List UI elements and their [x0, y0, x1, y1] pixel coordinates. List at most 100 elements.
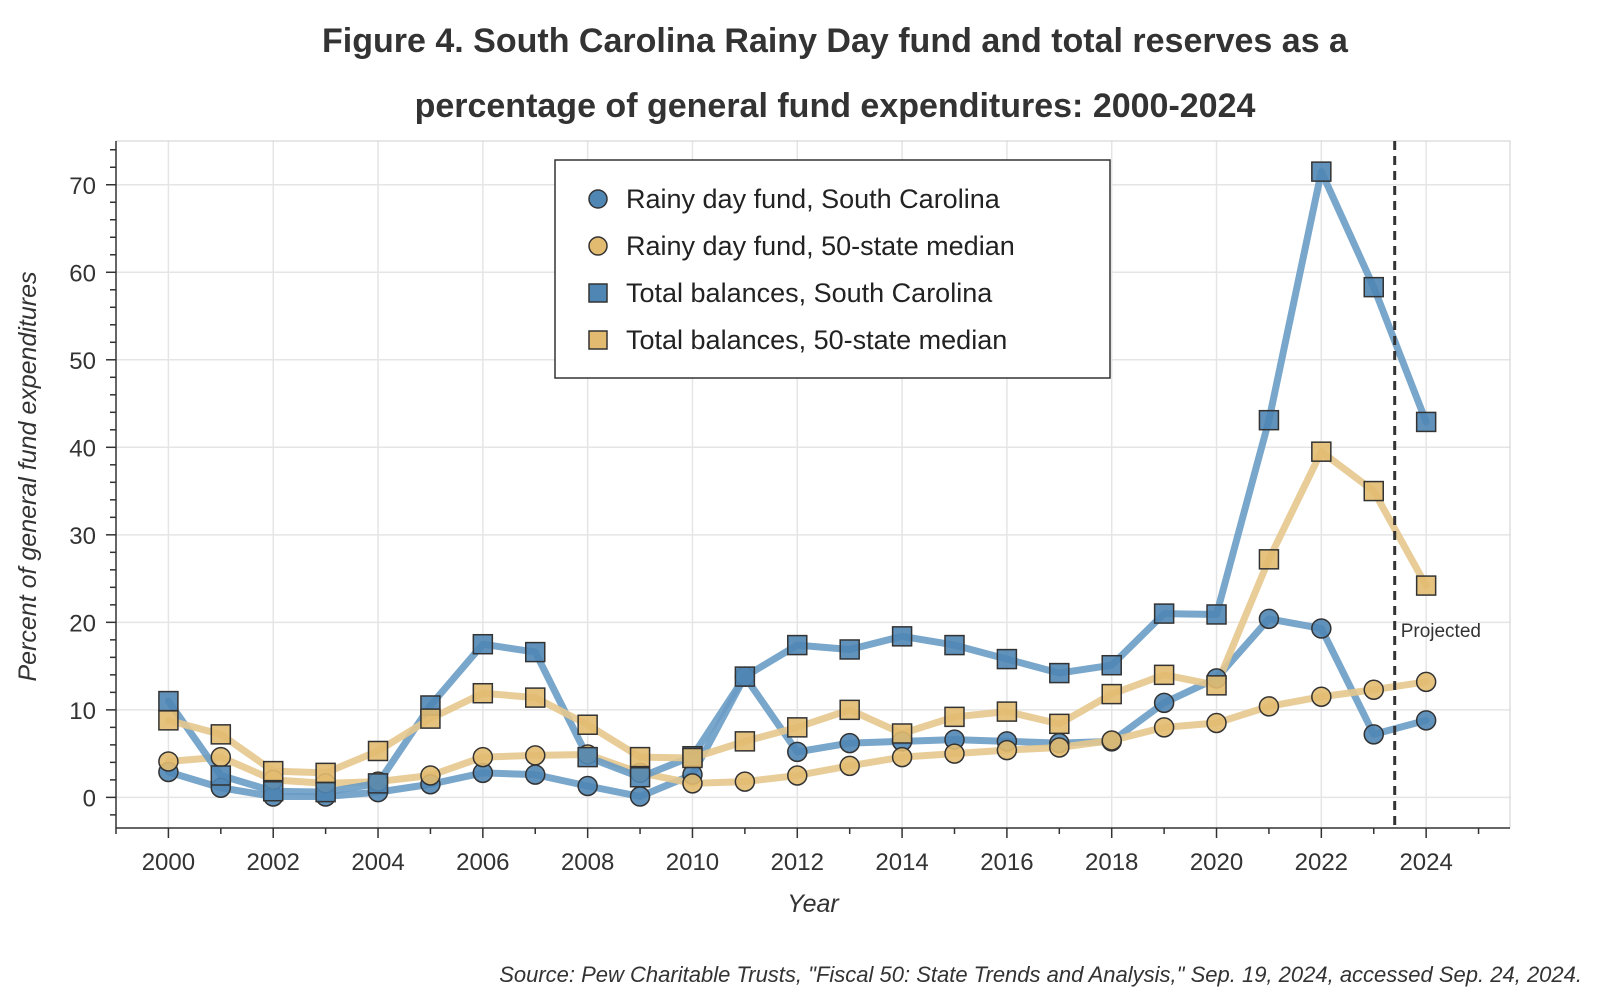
series-3-point-2002 — [262, 780, 284, 802]
chart-title-line-1: Figure 4. South Carolina Rainy Day fund … — [322, 22, 1349, 60]
x-tick-label-2014: 2014 — [875, 849, 928, 876]
series-2-point-2019 — [1153, 717, 1175, 738]
legend: Rainy day fund, South Carolina Rainy day … — [554, 159, 1111, 379]
series-1-point-2024 — [1415, 710, 1437, 731]
series-3-point-2021 — [1258, 409, 1280, 431]
legend-box — [554, 159, 1111, 379]
series-2-point-2015 — [944, 743, 965, 764]
series-2-point-2000 — [158, 751, 179, 772]
series-4-point-2003 — [315, 762, 336, 784]
series-1-point-2012 — [787, 741, 808, 763]
series-4-point-2001 — [210, 724, 232, 745]
series-1-point-2023 — [1363, 724, 1384, 745]
chart-title: Figure 4. South Carolina Rainy Day fund … — [322, 22, 1349, 125]
series-4-point-2006 — [472, 682, 494, 704]
projected-label: Projected — [1401, 621, 1481, 642]
series-4-point-2022 — [1311, 441, 1332, 462]
series-1-point-2019 — [1153, 692, 1175, 714]
x-tick-label-2006: 2006 — [456, 849, 509, 876]
series-1-point-2013 — [839, 732, 860, 754]
series-3-point-2020 — [1206, 604, 1227, 625]
series-2-point-2022 — [1311, 686, 1332, 707]
series-2-point-2023 — [1363, 679, 1384, 700]
y-tick-label-10: 10 — [69, 698, 96, 725]
source-note: Source: Pew Charitable Trusts, "Fiscal 5… — [499, 962, 1582, 987]
chart-title-line-2: percentage of general fund expenditures:… — [415, 87, 1256, 125]
series-4-point-2002 — [262, 760, 284, 782]
series-3-point-2015 — [944, 634, 965, 656]
y-tick-label-0: 0 — [83, 785, 96, 812]
y-tick-label-40: 40 — [69, 435, 96, 462]
series-3-point-2023 — [1363, 276, 1384, 298]
axes — [115, 140, 1511, 829]
x-tick-label-2008: 2008 — [561, 849, 614, 876]
series-4-point-2008 — [577, 714, 598, 735]
x-tick-label-2004: 2004 — [351, 849, 404, 876]
series-4-point-2018 — [1101, 683, 1122, 705]
series-4-point-2004 — [367, 740, 389, 762]
series-3-point-2008 — [577, 746, 598, 768]
x-tick-label-2010: 2010 — [666, 849, 719, 876]
series-3-point-2000 — [158, 690, 179, 712]
x-tick-label-2016: 2016 — [980, 849, 1033, 876]
x-tick-label-2020: 2020 — [1190, 849, 1243, 876]
series-4-point-2005 — [420, 708, 441, 729]
series-4-point-2000 — [158, 710, 179, 731]
legend-label-3: Total balances, South Carolina — [626, 278, 993, 308]
legend-label-4: Total balances, 50-state median — [626, 325, 1007, 355]
series-1-point-2008 — [577, 775, 598, 797]
series-2-point-2020 — [1206, 712, 1227, 734]
x-tick-label-2024: 2024 — [1399, 849, 1452, 876]
legend-circle-marker-1 — [588, 189, 608, 209]
data-series — [158, 161, 1437, 807]
series-3-point-2009 — [629, 766, 651, 788]
x-tick-label-2018: 2018 — [1085, 849, 1138, 876]
series-3-point-2006 — [472, 633, 494, 655]
series-1-point-2009 — [629, 786, 651, 807]
series-4-point-2016 — [996, 701, 1018, 722]
tick-marks — [106, 149, 1480, 838]
series-3-point-2019 — [1153, 603, 1175, 624]
series-2-point-2024 — [1415, 671, 1437, 693]
series-2-point-2005 — [420, 765, 441, 786]
y-tick-label-20: 20 — [69, 610, 96, 637]
x-tick-label-2022: 2022 — [1295, 849, 1348, 876]
legend-label-2: Rainy day fund, 50-state median — [626, 231, 1015, 261]
legend-square-marker-3 — [588, 283, 608, 303]
series-4-point-2014 — [891, 723, 913, 744]
y-tick-label-60: 60 — [69, 260, 96, 287]
x-tick-label-2002: 2002 — [247, 849, 300, 876]
series-2-point-2013 — [839, 755, 860, 777]
series-1-point-2021 — [1258, 608, 1280, 630]
series-2-point-2021 — [1258, 696, 1280, 717]
series-1-point-2007 — [524, 764, 546, 785]
y-tick-label-30: 30 — [69, 523, 96, 550]
legend-circle-marker-2 — [588, 236, 608, 256]
series-4-point-2021 — [1258, 549, 1280, 570]
series-2-point-2010 — [682, 773, 703, 794]
series-3-point-2003 — [315, 781, 336, 803]
series-2-point-2018 — [1101, 730, 1122, 751]
series-3-point-2024 — [1415, 411, 1437, 433]
series-3-point-2018 — [1101, 654, 1122, 676]
legend-label-1: Rainy day fund, South Carolina — [626, 184, 1001, 214]
series-2-point-2014 — [891, 746, 913, 768]
x-tick-label-2000: 2000 — [142, 849, 195, 876]
series-4-point-2009 — [629, 746, 651, 768]
series-2-point-2011 — [734, 771, 756, 792]
series-4-point-2011 — [734, 731, 756, 752]
x-tick-label-2012: 2012 — [771, 849, 824, 876]
tick-labels: 2000 2002 2004 2006 2008 2010 2012 2014 2016 2018… — [69, 173, 1453, 876]
series-3-point-2014 — [891, 626, 913, 647]
series-4-point-2012 — [787, 717, 808, 738]
x-axis-label: Year — [787, 890, 840, 918]
series-3-point-2011 — [734, 666, 756, 687]
series-4-point-2019 — [1153, 664, 1175, 686]
series-4-point-2015 — [944, 706, 965, 728]
series-4-point-2010 — [682, 747, 703, 769]
series-4-point-2023 — [1363, 480, 1384, 502]
y-axis-label: Percent of general fund expenditures — [14, 272, 42, 682]
series-3-point-2017 — [1049, 662, 1070, 684]
series-4-point-2017 — [1049, 713, 1070, 735]
